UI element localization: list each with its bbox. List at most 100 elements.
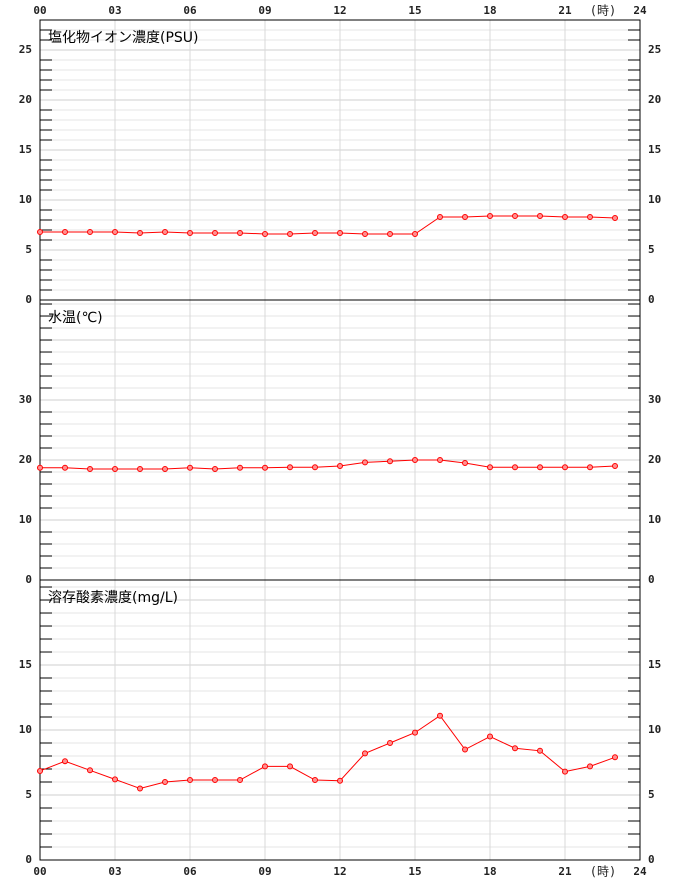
data-point <box>137 785 143 792</box>
data-point <box>137 230 143 236</box>
data-point <box>312 464 318 471</box>
series-line <box>40 459 616 470</box>
x-tick-label: 06 <box>183 865 197 878</box>
data-point <box>262 464 268 471</box>
y-tick-label-right: 0 <box>648 573 655 586</box>
series-line <box>40 215 616 235</box>
data-point <box>612 215 618 221</box>
data-point <box>237 464 243 471</box>
y-tick-label-right: 15 <box>648 658 661 671</box>
data-point <box>462 214 468 220</box>
data-point <box>37 464 43 471</box>
x-axis-label: (時) <box>590 865 616 879</box>
x-tick-label: 06 <box>183 4 197 17</box>
data-point <box>612 463 618 470</box>
panel-frame <box>39 579 641 861</box>
series-line <box>39 715 616 790</box>
data-point <box>212 230 218 236</box>
data-point <box>37 767 43 774</box>
data-point <box>62 229 68 235</box>
data-point <box>512 464 518 471</box>
data-point <box>87 767 93 774</box>
data-point <box>237 230 243 236</box>
panel-title: 塩化物イオン濃度(PSU) <box>48 30 199 46</box>
mark-layer <box>37 19 641 861</box>
y-tick-label: 0 <box>25 853 32 866</box>
data-point <box>87 466 93 473</box>
data-point <box>587 464 593 471</box>
panel-title: 水温(℃) <box>48 310 103 326</box>
x-tick-label: 21 <box>558 865 572 878</box>
y-tick-label-right: 15 <box>648 143 661 156</box>
x-tick-label: 24 <box>633 865 647 878</box>
y-tick-label-right: 25 <box>648 43 661 56</box>
data-point <box>587 763 593 770</box>
y-tick-label: 25 <box>19 43 32 56</box>
data-point <box>362 459 368 466</box>
x-tick-label: 15 <box>408 865 421 878</box>
y-tick-label: 0 <box>25 293 32 306</box>
data-point <box>487 464 493 471</box>
x-tick-label: 09 <box>258 865 271 878</box>
x-tick-label: 24 <box>633 4 647 17</box>
y-tick-label-right: 10 <box>648 193 661 206</box>
x-tick-label: 00 <box>33 4 46 17</box>
data-point <box>337 230 343 236</box>
data-point <box>512 745 518 752</box>
y-tick-label-right: 10 <box>648 513 661 526</box>
data-point <box>412 457 418 464</box>
data-point <box>537 747 543 754</box>
data-point <box>162 779 168 786</box>
data-point <box>537 464 543 471</box>
data-point <box>387 458 393 465</box>
data-point <box>562 214 568 220</box>
grid-layer <box>39 20 641 861</box>
data-point <box>287 763 293 770</box>
data-point <box>137 466 143 473</box>
data-point <box>287 464 293 471</box>
data-point <box>212 777 218 784</box>
data-point <box>362 231 368 237</box>
data-point <box>362 750 368 757</box>
x-tick-label: 09 <box>258 4 271 17</box>
x-tick-label: 18 <box>483 865 496 878</box>
y-tick-label: 10 <box>19 723 32 736</box>
y-tick-label: 15 <box>19 658 32 671</box>
y-tick-label-right: 0 <box>648 853 655 866</box>
y-tick-label: 30 <box>19 393 32 406</box>
data-point <box>112 776 118 783</box>
y-tick-label-right: 5 <box>648 788 655 801</box>
data-point <box>62 758 68 765</box>
data-point <box>587 214 593 220</box>
y-tick-label-right: 5 <box>648 243 655 256</box>
y-tick-label-right: 20 <box>648 453 661 466</box>
data-point <box>262 231 268 237</box>
y-tick-label-right: 10 <box>648 723 661 736</box>
data-point <box>312 777 318 784</box>
data-point <box>187 464 193 471</box>
data-point <box>462 746 468 753</box>
data-point <box>387 231 393 237</box>
y-tick-label-right: 30 <box>648 393 661 406</box>
data-point <box>212 466 218 473</box>
data-point <box>412 729 418 736</box>
data-point <box>312 230 318 236</box>
data-point <box>612 754 618 761</box>
data-point <box>487 733 493 740</box>
y-tick-label: 10 <box>19 193 32 206</box>
data-point <box>62 464 68 471</box>
data-point <box>437 712 443 719</box>
data-point <box>112 229 118 235</box>
data-point <box>537 213 543 219</box>
y-tick-label: 5 <box>25 788 32 801</box>
data-point <box>262 763 268 770</box>
data-point <box>287 231 293 237</box>
panel-title: 溶存酸素濃度(mg/L) <box>48 590 178 606</box>
data-point <box>237 777 243 784</box>
data-point <box>87 229 93 235</box>
y-tick-label-right: 20 <box>648 93 661 106</box>
data-point <box>187 777 193 784</box>
x-tick-label: 21 <box>558 4 572 17</box>
data-point <box>487 213 493 219</box>
